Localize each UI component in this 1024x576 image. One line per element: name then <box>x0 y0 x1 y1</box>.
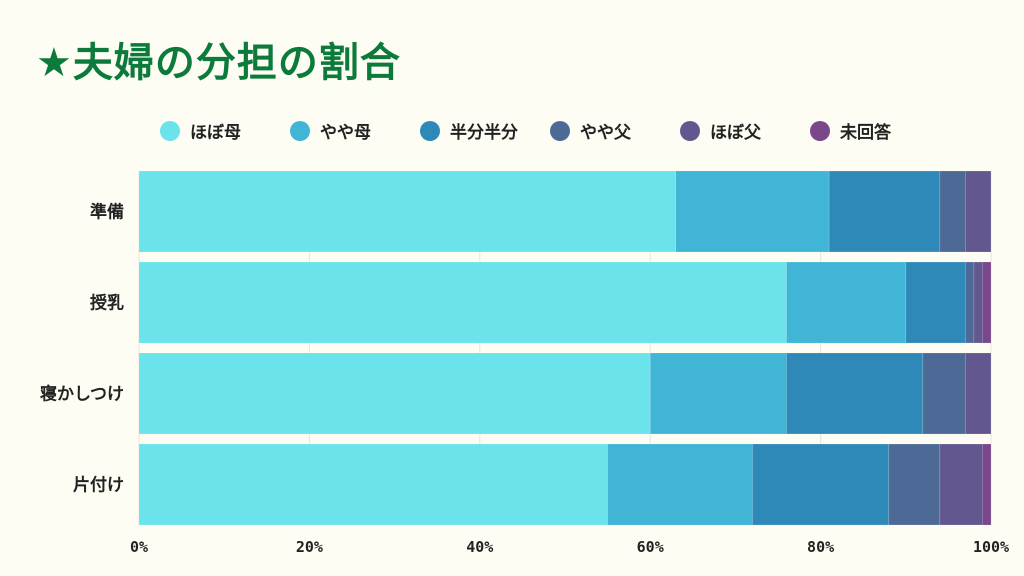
legend-swatch <box>810 120 830 141</box>
bar-segment <box>786 352 924 435</box>
legend-item: ほぼ母 <box>160 118 290 143</box>
bar-segment <box>965 170 992 253</box>
legend-item: ほぼ父 <box>680 118 810 143</box>
y-category-label: 準備 <box>90 202 124 223</box>
bar-segment <box>828 170 941 253</box>
legend-swatch <box>290 120 310 141</box>
bar-segment <box>973 261 983 344</box>
legend-label: ほぼ母 <box>190 123 241 143</box>
legend-swatch <box>160 120 180 141</box>
bar-segment <box>939 170 966 253</box>
bar-segment <box>786 261 907 344</box>
bar-segment <box>982 261 992 344</box>
bar-segment <box>965 352 992 435</box>
bar-segment <box>138 170 677 253</box>
x-tick-label: 0% <box>130 538 148 556</box>
legend-item: 半分半分 <box>420 118 550 143</box>
legend-swatch <box>550 120 570 141</box>
y-category-label: 授乳 <box>90 293 124 314</box>
legend-label: 半分半分 <box>450 123 518 143</box>
legend-label: 未回答 <box>840 123 891 143</box>
bar-segment <box>649 352 787 435</box>
bar-segment <box>607 443 753 526</box>
legend-item: やや母 <box>290 118 420 143</box>
bar-segment <box>675 170 830 253</box>
chart-title: ★夫婦の分担の割合 <box>36 40 401 86</box>
x-tick-label: 100% <box>973 538 1009 556</box>
legend-swatch <box>420 120 440 141</box>
legend-label: ほぼ父 <box>710 123 761 143</box>
y-category-label: 片付け <box>73 475 124 496</box>
legend-label: やや母 <box>320 123 371 143</box>
legend-swatch <box>680 120 700 141</box>
bar-segment <box>939 443 983 526</box>
bar-segment <box>965 261 975 344</box>
x-tick-label: 40% <box>466 538 493 556</box>
legend: ほぼ母 やや母 半分半分 やや父 ほぼ父 未回答 <box>160 118 940 143</box>
legend-label: やや父 <box>580 123 631 143</box>
bar-segment <box>138 443 608 526</box>
x-tick-label: 80% <box>807 538 834 556</box>
bar-segment <box>982 443 992 526</box>
bar-segment <box>888 443 941 526</box>
bar-segment <box>922 352 966 435</box>
x-tick-label: 60% <box>637 538 664 556</box>
y-category-label: 寝かしつけ <box>40 384 124 405</box>
legend-item: 未回答 <box>810 118 940 143</box>
bar-segment <box>138 352 651 435</box>
x-tick-label: 20% <box>296 538 323 556</box>
bar-segment <box>905 261 966 344</box>
bar-segment <box>138 261 787 344</box>
bar-segment <box>752 443 890 526</box>
legend-item: やや父 <box>550 118 680 143</box>
